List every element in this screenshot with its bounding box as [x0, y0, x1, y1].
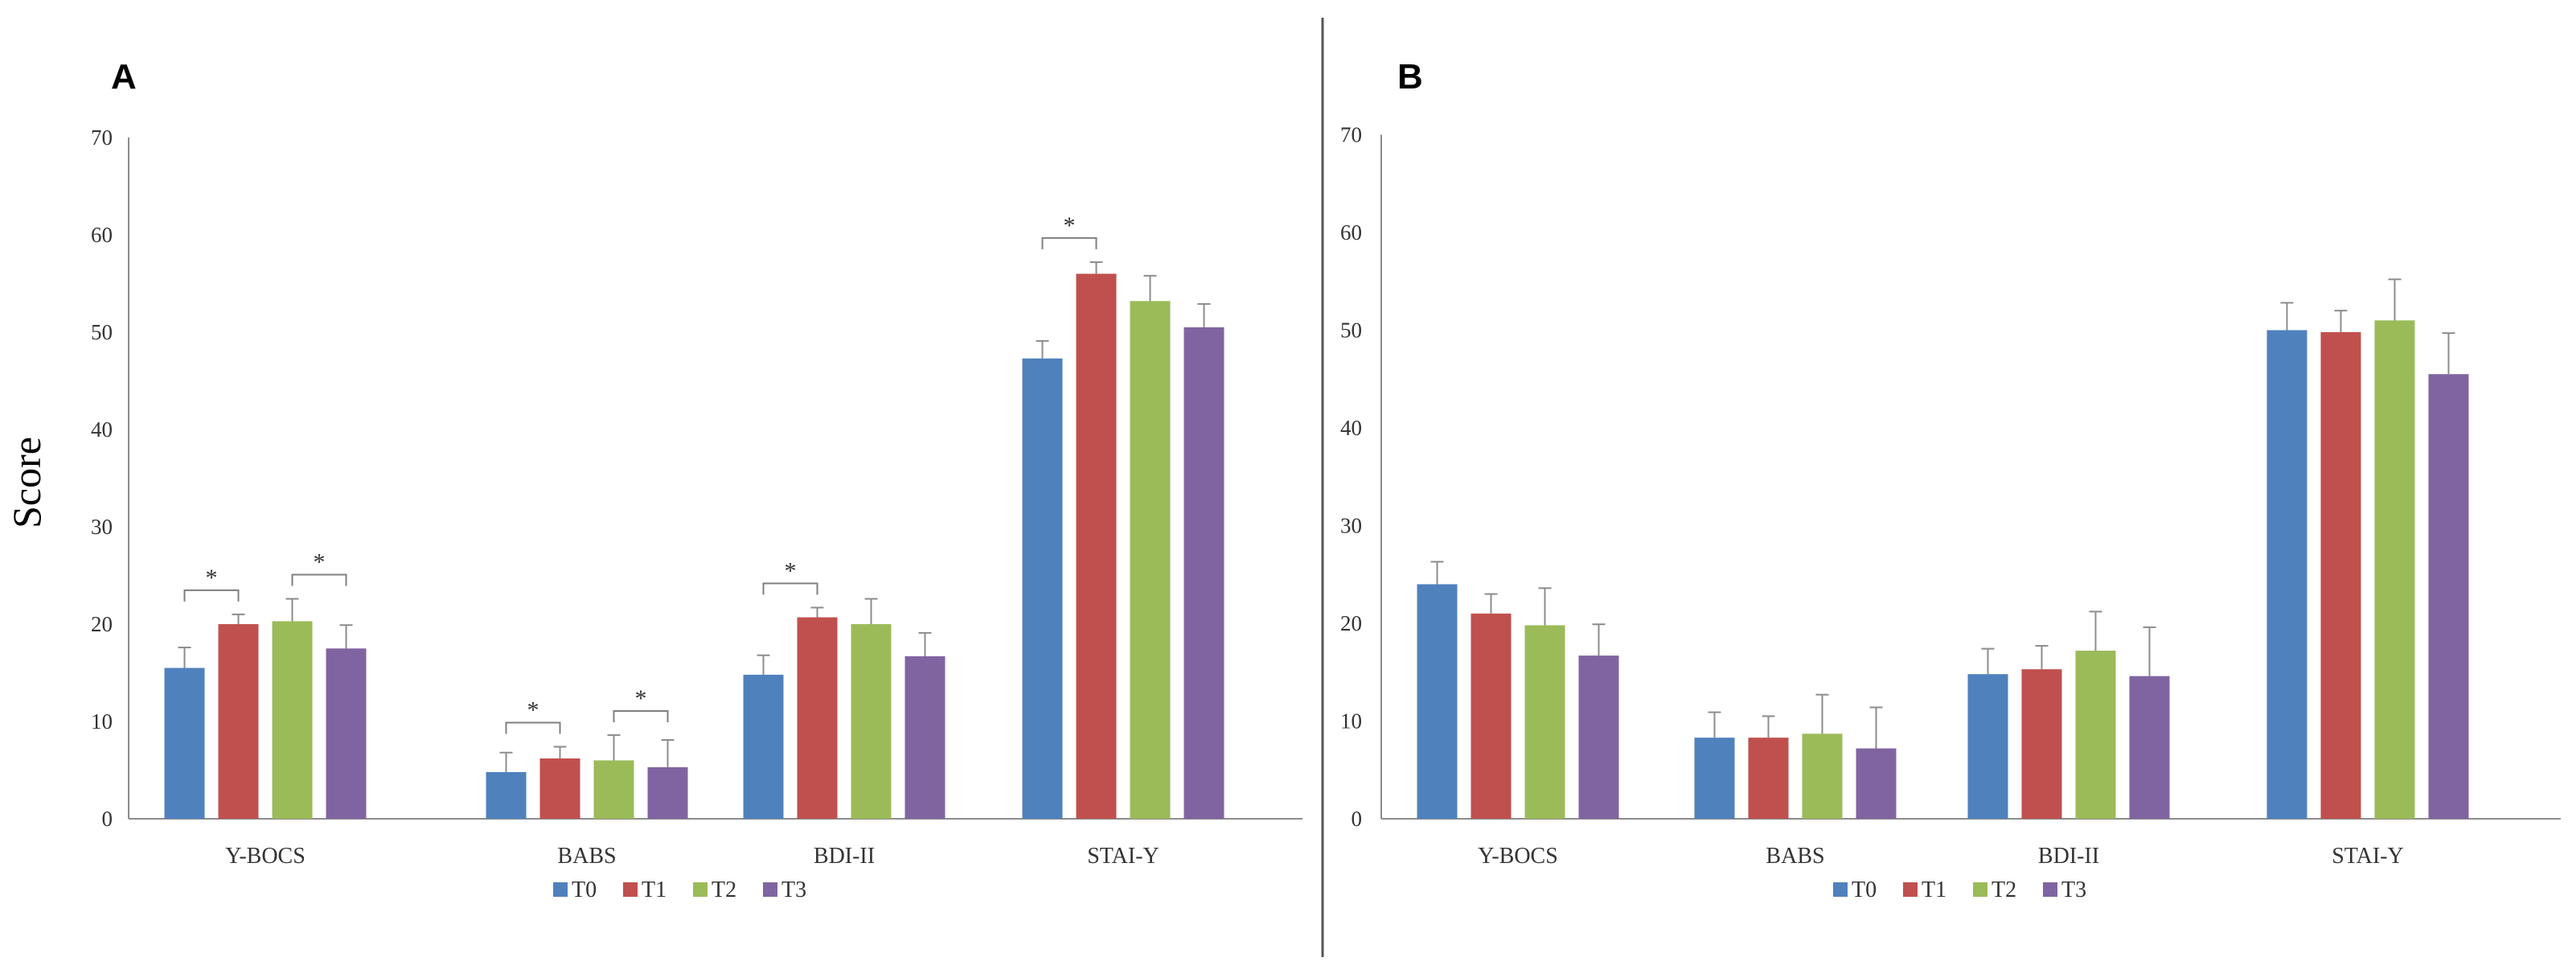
legend-label-t0: T0 — [1852, 877, 1877, 902]
y-tick-label: 0 — [102, 807, 113, 831]
bar-t1 — [539, 758, 580, 819]
bar-t2 — [1802, 734, 1843, 819]
bar-t3 — [1578, 655, 1619, 819]
panel-letter: A — [111, 57, 137, 97]
legend-swatch-t3 — [2043, 882, 2057, 897]
y-tick-label: 10 — [91, 709, 113, 734]
y-tick-label: 50 — [91, 320, 113, 344]
bar-t0 — [1022, 358, 1063, 819]
bar-t3 — [904, 655, 945, 819]
bar-t0 — [743, 674, 784, 819]
significance-star: * — [314, 549, 326, 576]
bar-t0 — [1417, 584, 1458, 819]
y-tick-label: 70 — [1340, 123, 1362, 147]
bar-t2 — [851, 624, 892, 819]
x-tick-label: Y-BOCS — [1478, 844, 1558, 869]
significance-star: * — [635, 685, 647, 712]
bar-t0 — [1694, 738, 1735, 819]
bar-t0 — [486, 771, 527, 819]
bar-t1 — [1076, 273, 1117, 819]
bar-t2 — [593, 760, 634, 819]
bar-t1 — [2320, 331, 2361, 819]
bar-t1 — [218, 624, 259, 819]
legend-swatch-t1 — [623, 882, 638, 897]
significance-star: * — [785, 557, 797, 584]
bar-t0 — [2266, 330, 2307, 819]
bar-t3 — [647, 766, 688, 819]
bar-t2 — [2075, 651, 2116, 819]
legend-label-t3: T3 — [2061, 877, 2086, 902]
bar-t3 — [1183, 327, 1224, 819]
y-tick-label: 0 — [1352, 807, 1363, 831]
legend-swatch-t0 — [553, 882, 568, 897]
bar-t3 — [2129, 676, 2170, 819]
bar-t0 — [1967, 674, 2008, 819]
x-tick-label: STAI-Y — [1087, 844, 1159, 869]
legend-label-t1: T1 — [1922, 877, 1946, 902]
legend-swatch-t2 — [1973, 882, 1987, 897]
significance-bracket — [505, 721, 561, 734]
significance-bracket — [291, 573, 347, 586]
y-tick-label: 50 — [1340, 319, 1362, 343]
bar-t2 — [1130, 301, 1171, 819]
y-tick-label: 70 — [91, 125, 113, 150]
y-tick-label: 20 — [1340, 611, 1362, 635]
significance-bracket — [762, 582, 818, 595]
significance-star: * — [527, 697, 539, 723]
panel-a-chart: A Score 0 10 20 30 40 50 60 70 Y-BOCS BABS BDI-II STA… — [4, 57, 1302, 902]
bar-t3 — [1856, 748, 1897, 819]
significance-star: * — [206, 565, 218, 591]
y-tick-label: 10 — [1340, 709, 1362, 734]
bar-t3 — [2428, 374, 2469, 819]
bar-t2 — [2374, 320, 2415, 820]
y-axis-title: Score — [4, 437, 49, 528]
legend-label-t3: T3 — [781, 877, 806, 902]
legend-swatch-t1 — [1903, 882, 1918, 897]
bar-t1 — [2021, 669, 2062, 819]
bar-t1 — [797, 617, 838, 819]
bar-t2 — [1524, 625, 1565, 819]
legend-label-t1: T1 — [642, 877, 667, 902]
legend: T0 T1 T2 T3 — [553, 877, 806, 902]
x-tick-label: STAI-Y — [2332, 844, 2404, 869]
significance-bracket — [613, 709, 669, 722]
significance-bracket — [183, 589, 240, 602]
y-tick-label: 40 — [91, 417, 113, 442]
legend-swatch-t3 — [763, 882, 777, 897]
legend-label-t2: T2 — [712, 877, 736, 902]
bar-t2 — [272, 621, 313, 819]
y-tick-label: 20 — [91, 612, 113, 636]
bar-t1 — [1748, 738, 1789, 819]
legend-swatch-t0 — [1833, 882, 1848, 897]
y-tick-label: 60 — [1340, 220, 1362, 245]
legend-label-t0: T0 — [572, 877, 597, 902]
panel-b-chart: B 0 10 20 30 40 50 60 70 Y-BOCS BABS BDI-II STAI-Y T0… — [1340, 57, 2561, 902]
significance-star: * — [1064, 212, 1076, 239]
y-tick-label: 40 — [1340, 416, 1362, 440]
x-tick-label: Y-BOCS — [225, 844, 306, 869]
significance-bracket — [1041, 236, 1097, 249]
y-tick-label: 30 — [1340, 514, 1362, 538]
x-tick-label: BDI-II — [814, 844, 875, 869]
x-tick-label: BABS — [557, 844, 616, 869]
legend-label-t2: T2 — [1991, 877, 2016, 902]
bar-t0 — [164, 668, 205, 819]
y-tick-label: 30 — [91, 515, 113, 539]
bar-t1 — [1471, 613, 1512, 819]
x-tick-label: BDI-II — [2038, 844, 2099, 869]
legend-swatch-t2 — [693, 882, 708, 897]
y-tick-label: 60 — [91, 223, 113, 247]
legend: T0 T1 T2 T3 — [1833, 877, 2086, 902]
x-tick-label: BABS — [1766, 844, 1824, 869]
bar-t3 — [326, 648, 367, 819]
panel-letter: B — [1397, 57, 1423, 97]
